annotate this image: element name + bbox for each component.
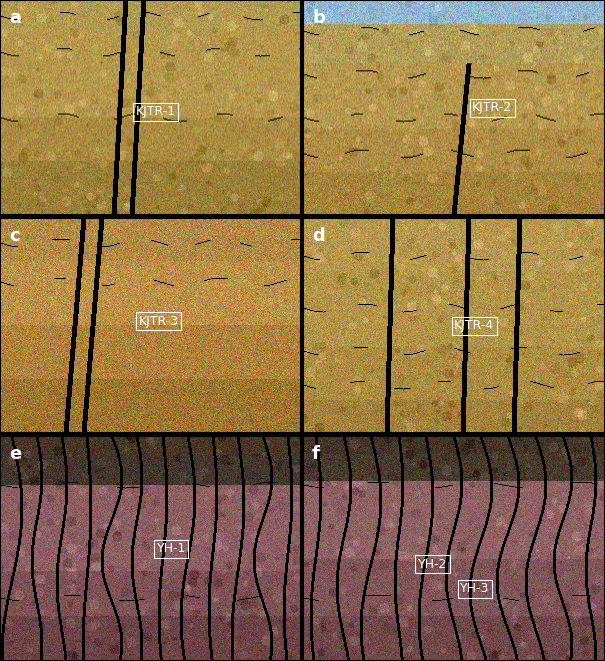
Text: d: d bbox=[312, 227, 325, 245]
Text: KJTR-2: KJTR-2 bbox=[472, 101, 512, 114]
Text: f: f bbox=[312, 445, 320, 463]
Text: KJTR-4: KJTR-4 bbox=[454, 319, 494, 332]
Text: KJTR-1: KJTR-1 bbox=[136, 105, 175, 118]
Text: YH-1: YH-1 bbox=[157, 542, 186, 555]
Text: c: c bbox=[9, 227, 19, 245]
Text: e: e bbox=[9, 445, 21, 463]
Text: YH-2: YH-2 bbox=[418, 558, 447, 570]
Text: b: b bbox=[312, 9, 325, 26]
Text: YH-3: YH-3 bbox=[460, 582, 489, 596]
Text: KJTR-3: KJTR-3 bbox=[139, 315, 178, 328]
Text: a: a bbox=[9, 9, 21, 26]
